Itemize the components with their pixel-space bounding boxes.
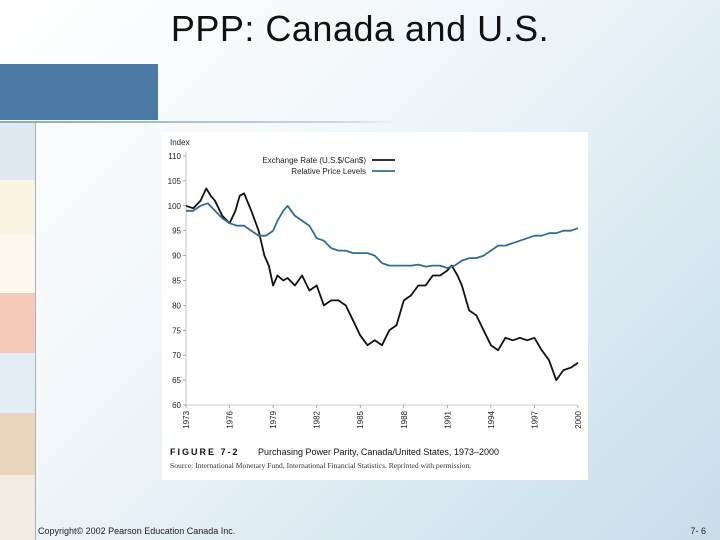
x-tick-label: 1973 (182, 410, 191, 428)
y-tick-label: 85 (172, 277, 181, 286)
y-tick-label: 60 (172, 401, 181, 410)
side-stripe-cream (0, 235, 35, 293)
accent-bar (0, 64, 158, 120)
figure-source: Source: International Monetary Fund, Int… (170, 461, 471, 470)
y-tick-label: 100 (168, 202, 182, 211)
side-stripe-pale (0, 475, 35, 540)
x-tick-label: 1985 (356, 410, 365, 428)
y-tick-label: 65 (172, 376, 181, 385)
slide-title: PPP: Canada and U.S. (170, 8, 550, 49)
x-tick-label: 1976 (226, 410, 235, 428)
y-tick-label: 75 (172, 326, 181, 335)
y-tick-label: 110 (168, 152, 181, 161)
figure-caption: Purchasing Power Parity, Canada/United S… (258, 447, 499, 457)
x-tick-label: 1997 (530, 410, 539, 428)
y-tick-label: 90 (172, 252, 181, 261)
x-tick-label: 2000 (574, 410, 583, 428)
copyright-text: Copyright© 2002 Pearson Education Canada… (38, 526, 236, 536)
figure-panel: 60 65 70 75 80 85 90 95 100 105 110 1973 1976 1979 19… (162, 132, 588, 480)
relative-price-line (186, 202, 579, 269)
legend-label: Relative Price Levels (291, 167, 366, 176)
exchange-rate-line (185, 187, 579, 381)
x-tick-label: 1979 (269, 410, 278, 428)
y-axis-label: Index (170, 138, 190, 147)
page-number: 7- 6 (690, 526, 706, 536)
side-stripe-lightblue (0, 353, 35, 413)
figure-label: FIGURE 7-2 (170, 447, 240, 457)
x-tick-label: 1988 (400, 410, 409, 428)
side-stripe-blue (0, 123, 35, 180)
x-tick-label: 1982 (313, 410, 322, 428)
side-stripe-tan (0, 413, 35, 475)
y-tick-label: 70 (172, 351, 181, 360)
legend-label: Exchange Rate (U.S.$/Can$) (262, 156, 366, 165)
x-tick-label: 1994 (487, 410, 496, 428)
header-divider (0, 121, 400, 123)
side-stripe-yellow (0, 180, 35, 235)
x-tick-label: 1991 (443, 410, 452, 428)
side-stripe-pink (0, 293, 35, 353)
side-divider (35, 123, 36, 540)
y-tick-label: 105 (168, 177, 182, 186)
y-tick-label: 80 (172, 301, 181, 310)
y-tick-label: 95 (172, 227, 181, 236)
ppp-line-chart: 60 65 70 75 80 85 90 95 100 105 110 1973 1976 1979 19… (168, 138, 583, 470)
